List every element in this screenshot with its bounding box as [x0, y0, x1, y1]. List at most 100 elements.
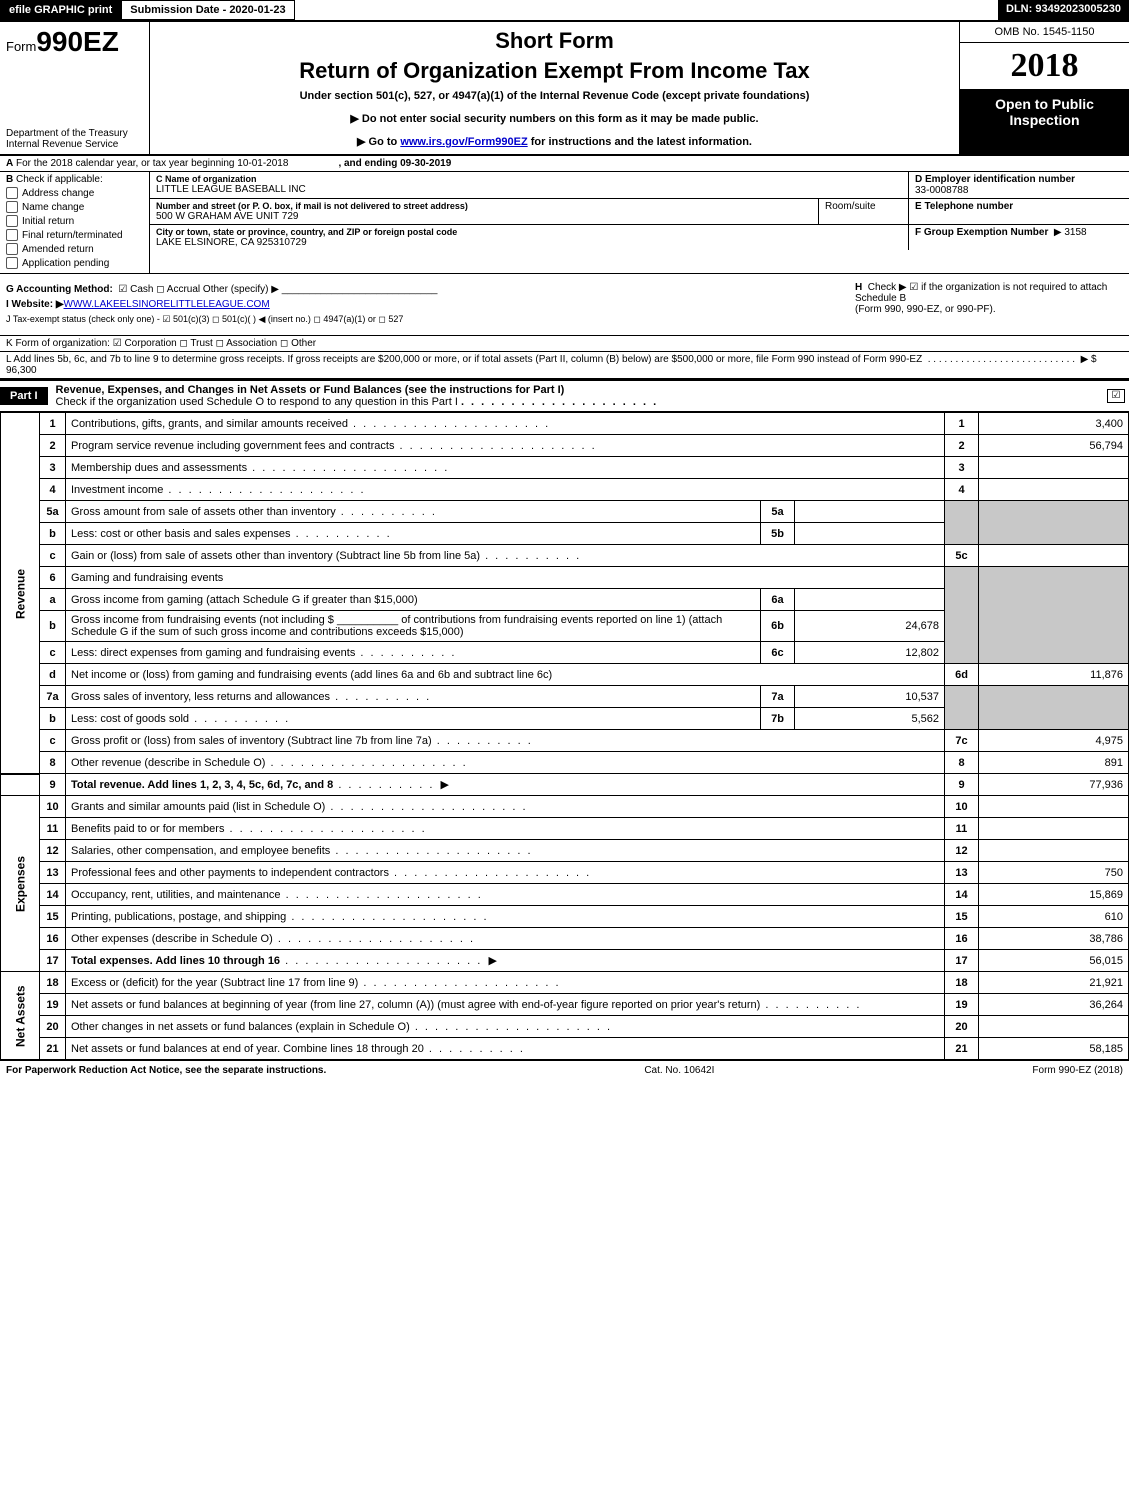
- chk-name-change[interactable]: Name change: [6, 201, 143, 213]
- website-link[interactable]: WWW.LAKEELSINORELITTLELEAGUE.COM: [64, 299, 270, 310]
- row-mid-lbl: 7b: [761, 708, 795, 730]
- row-num: 5a: [40, 501, 66, 523]
- ssn-note: ▶ Do not enter social security numbers o…: [156, 112, 953, 125]
- row-val: [979, 818, 1129, 840]
- row-num: 1: [40, 413, 66, 435]
- box-e-phone: E Telephone number: [909, 199, 1129, 224]
- row-box: 21: [945, 1038, 979, 1060]
- row-val: 891: [979, 752, 1129, 774]
- row-box: 7c: [945, 730, 979, 752]
- cat-no: Cat. No. 10642I: [644, 1065, 714, 1076]
- row-desc: Other changes in net assets or fund bala…: [71, 1021, 410, 1033]
- row-mid-val: 12,802: [795, 642, 945, 664]
- row-box: 3: [945, 457, 979, 479]
- row-val: [979, 545, 1129, 567]
- line-h: H Check ▶ ☑ if the organization is not r…: [853, 280, 1123, 329]
- row-num: 17: [40, 950, 66, 972]
- dln: DLN: 93492023005230: [998, 0, 1129, 20]
- open-public: Open to Public Inspection: [960, 90, 1129, 154]
- grey-cell: [979, 686, 1129, 730]
- row-desc: Net income or (loss) from gaming and fun…: [71, 669, 552, 681]
- row-desc: Less: direct expenses from gaming and fu…: [71, 647, 355, 659]
- row-mid-lbl: 5b: [761, 523, 795, 545]
- row-desc: Gross amount from sale of assets other t…: [71, 506, 336, 518]
- row-num: 19: [40, 994, 66, 1016]
- part1-header: Part I Revenue, Expenses, and Changes in…: [0, 379, 1129, 412]
- row-val: 3,400: [979, 413, 1129, 435]
- part1-checkbox[interactable]: ☑: [1107, 389, 1125, 403]
- row-num: 11: [40, 818, 66, 840]
- row-box: 18: [945, 972, 979, 994]
- row-desc: Printing, publications, postage, and shi…: [71, 911, 286, 923]
- chk-initial-return[interactable]: Initial return: [6, 215, 143, 227]
- row-desc: Benefits paid to or for members: [71, 823, 224, 835]
- row-mid-lbl: 7a: [761, 686, 795, 708]
- row-desc: Professional fees and other payments to …: [71, 867, 389, 879]
- row-box: 17: [945, 950, 979, 972]
- form-header: Form990EZ Department of the Treasury Int…: [0, 22, 1129, 156]
- row-box: 12: [945, 840, 979, 862]
- row-val: 58,185: [979, 1038, 1129, 1060]
- row-val: 38,786: [979, 928, 1129, 950]
- return-title: Return of Organization Exempt From Incom…: [156, 58, 953, 84]
- row-num: 21: [40, 1038, 66, 1060]
- omb-number: OMB No. 1545-1150: [960, 22, 1129, 43]
- row-val: [979, 457, 1129, 479]
- dept-irs: Internal Revenue Service: [6, 139, 143, 150]
- chk-amended-return[interactable]: Amended return: [6, 243, 143, 255]
- row-num: 13: [40, 862, 66, 884]
- box-f-group: F Group Exemption Number ▶ 3158: [909, 225, 1129, 250]
- row-num: 6: [40, 567, 66, 589]
- row-num: 14: [40, 884, 66, 906]
- line-k: K Form of organization: ☑ Corporation ◻ …: [0, 336, 1129, 352]
- row-box: 11: [945, 818, 979, 840]
- grey-cell: [945, 686, 979, 730]
- row-box: 1: [945, 413, 979, 435]
- row-num: 12: [40, 840, 66, 862]
- grey-cell: [979, 501, 1129, 545]
- row-val: [979, 840, 1129, 862]
- chk-final-return[interactable]: Final return/terminated: [6, 229, 143, 241]
- row-num: 15: [40, 906, 66, 928]
- sidelabel-netassets: Net Assets: [1, 972, 40, 1060]
- row-desc: Gross sales of inventory, less returns a…: [71, 691, 330, 703]
- row-desc: Other expenses (describe in Schedule O): [71, 933, 273, 945]
- row-desc: Less: cost of goods sold: [71, 713, 189, 725]
- top-bar: efile GRAPHIC print Submission Date - 20…: [0, 0, 1129, 22]
- row-val: 77,936: [979, 774, 1129, 796]
- sidelabel-revenue: Revenue: [1, 413, 40, 774]
- row-desc: Investment income: [71, 484, 163, 496]
- irs-link[interactable]: www.irs.gov/Form990EZ: [400, 136, 527, 148]
- chk-address-change[interactable]: Address change: [6, 187, 143, 199]
- row-mid-lbl: 6b: [761, 611, 795, 642]
- row-val: 36,264: [979, 994, 1129, 1016]
- row-desc: Less: cost or other basis and sales expe…: [71, 528, 291, 540]
- row-desc: Gain or (loss) from sale of assets other…: [71, 550, 480, 562]
- row-desc: Gaming and fundraising events: [66, 567, 945, 589]
- form-ref: Form 990-EZ (2018): [1032, 1065, 1123, 1076]
- row-num: d: [40, 664, 66, 686]
- row-box: 5c: [945, 545, 979, 567]
- row-desc: Program service revenue including govern…: [71, 440, 394, 452]
- section-bcd: B Check if applicable: Address change Na…: [0, 172, 1129, 274]
- row-mid-val: [795, 523, 945, 545]
- grey-cell: [945, 567, 979, 664]
- efile-pill: efile GRAPHIC print: [0, 0, 121, 20]
- row-val: [979, 1016, 1129, 1038]
- tax-year: 2018: [960, 43, 1129, 90]
- short-form-title: Short Form: [156, 28, 953, 54]
- row-num: 3: [40, 457, 66, 479]
- chk-application-pending[interactable]: Application pending: [6, 257, 143, 269]
- row-desc: Grants and similar amounts paid (list in…: [71, 801, 325, 813]
- row-desc: Salaries, other compensation, and employ…: [71, 845, 330, 857]
- line-a: A For the 2018 calendar year, or tax yea…: [0, 156, 1129, 172]
- box-d-ein: D Employer identification number 33-0008…: [909, 172, 1129, 198]
- form-prefix: Form: [6, 39, 36, 54]
- row-num: 18: [40, 972, 66, 994]
- row-val: 15,869: [979, 884, 1129, 906]
- row-val: 610: [979, 906, 1129, 928]
- row-desc: Contributions, gifts, grants, and simila…: [71, 418, 348, 430]
- row-num: b: [40, 523, 66, 545]
- box-c-address: Number and street (or P. O. box, if mail…: [150, 199, 819, 224]
- row-desc: Net assets or fund balances at end of ye…: [71, 1043, 424, 1055]
